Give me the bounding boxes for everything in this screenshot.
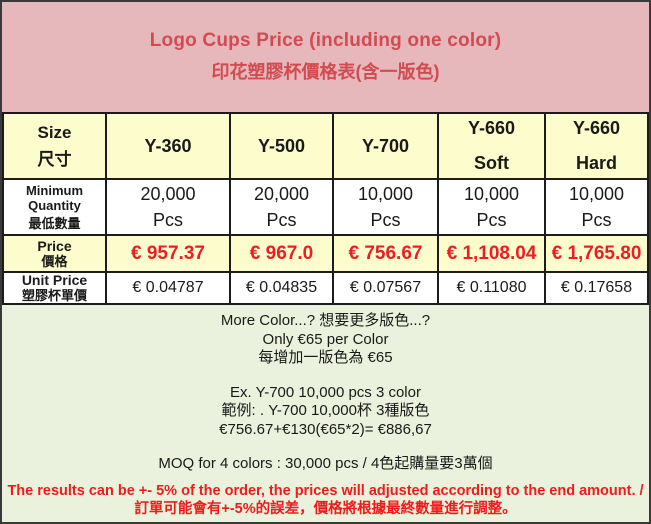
unit-price-y700: € 0.07567 bbox=[332, 271, 439, 305]
column-header-y660-hard: Y-660 Hard bbox=[544, 112, 649, 180]
price-y660-hard: € 1,765.80 bbox=[544, 234, 649, 273]
row-label: Minimum bbox=[25, 183, 84, 198]
size-label-en: Size bbox=[37, 122, 72, 142]
pcs-unit: Pcs bbox=[152, 209, 183, 230]
price-table: Size 尺寸 Y-360 Y-500 Y-700 Y-660 Soft bbox=[2, 112, 649, 305]
color-surcharge-note: Only €65 per Color bbox=[262, 330, 389, 348]
quantity-value: 10,000 bbox=[463, 183, 520, 204]
model-variant: Hard bbox=[575, 153, 617, 173]
unit-price-y660-soft: € 0.11080 bbox=[437, 271, 546, 305]
model-name: Y-660 bbox=[467, 118, 516, 138]
unit-price-row: Unit Price 塑膠杯單價 € 0.04787 € 0.04835 € 0… bbox=[2, 271, 649, 305]
more-color-note: More Color...? 想要更多版色...? bbox=[220, 312, 431, 329]
unit-price-value: € 0.17658 bbox=[560, 279, 633, 296]
row-label: Quantity bbox=[28, 198, 81, 213]
row-label-chinese: 價格 bbox=[41, 253, 68, 269]
row-label: Price bbox=[37, 237, 72, 254]
min-qty-y500: 20,000 Pcs bbox=[229, 178, 334, 236]
tolerance-warning-en: The results can be +- 5% of the order, t… bbox=[7, 482, 644, 499]
model-name: Y-660 bbox=[572, 118, 621, 138]
title-banner: Logo Cups Price (including one color) 印花… bbox=[2, 2, 649, 112]
quantity-value: 20,000 bbox=[140, 183, 196, 204]
row-label: Unit Price bbox=[21, 272, 88, 288]
min-qty-y660-soft: 10,000 Pcs bbox=[437, 178, 546, 236]
min-qty-y660-hard: 10,000 Pcs bbox=[544, 178, 649, 236]
price-y500: € 967.0 bbox=[229, 234, 334, 273]
minimum-quantity-row: Minimum Quantity 最低數量 20,000 Pcs 20,000 Pc… bbox=[2, 178, 649, 236]
spacer bbox=[2, 368, 649, 384]
price-value: € 957.37 bbox=[131, 242, 205, 264]
unit-price-value: € 0.04787 bbox=[132, 279, 204, 296]
model-name: Y-500 bbox=[257, 135, 306, 156]
notes-section: More Color...? 想要更多版色...? Only €65 per C… bbox=[2, 305, 649, 522]
quantity-value: 10,000 bbox=[357, 183, 414, 204]
min-qty-y360: 20,000 Pcs bbox=[105, 178, 231, 236]
min-qty-y700: 10,000 Pcs bbox=[332, 178, 439, 236]
example-line: Ex. Y-700 10,000 pcs 3 color bbox=[230, 383, 421, 401]
minimum-quantity-label-cell: Minimum Quantity 最低數量 bbox=[2, 178, 107, 236]
row-label-chinese: 最低數量 bbox=[28, 216, 81, 231]
price-y360: € 957.37 bbox=[105, 234, 231, 273]
price-value: € 756.67 bbox=[348, 242, 423, 264]
unit-price-label-cell: Unit Price 塑膠杯單價 bbox=[2, 271, 107, 305]
price-y660-soft: € 1,108.04 bbox=[437, 234, 546, 273]
model-name: Y-360 bbox=[144, 135, 192, 156]
column-header-y500: Y-500 bbox=[229, 112, 334, 180]
model-variant: Soft bbox=[474, 153, 509, 173]
page-title: Logo Cups Price (including one color) bbox=[149, 30, 502, 51]
pcs-unit: Pcs bbox=[581, 209, 612, 230]
unit-price-value: € 0.07567 bbox=[349, 279, 422, 296]
tolerance-warning: The results can be +- 5% of the order, t… bbox=[2, 482, 649, 518]
quantity-value: 10,000 bbox=[568, 183, 625, 204]
unit-price-value: € 0.04835 bbox=[245, 279, 318, 296]
column-header-y700: Y-700 bbox=[332, 112, 439, 180]
column-header-y660-soft: Y-660 Soft bbox=[437, 112, 546, 180]
pcs-unit: Pcs bbox=[476, 209, 507, 230]
unit-price-y360: € 0.04787 bbox=[105, 271, 231, 305]
color-surcharge-note-chinese: 每增加一版色為 €65 bbox=[258, 349, 393, 366]
table-header-row: Size 尺寸 Y-360 Y-500 Y-700 Y-660 Soft bbox=[2, 112, 649, 180]
row-label-chinese: 塑膠杯單價 bbox=[21, 288, 87, 303]
price-value: € 967.0 bbox=[249, 242, 314, 264]
page-title-chinese: 印花塑膠杯價格表(含一版色) bbox=[211, 62, 440, 82]
spacer bbox=[2, 439, 649, 455]
price-label-cell: Price 價格 bbox=[2, 234, 107, 273]
price-value: € 1,108.04 bbox=[446, 242, 537, 264]
unit-price-y500: € 0.04835 bbox=[229, 271, 334, 305]
moq-note: MOQ for 4 colors : 30,000 pcs / 4色起購量要3萬… bbox=[158, 455, 493, 472]
size-header-cell: Size 尺寸 bbox=[2, 112, 107, 180]
price-y700: € 756.67 bbox=[332, 234, 439, 273]
model-name: Y-700 bbox=[361, 135, 410, 156]
tolerance-warning-zh: 訂單可能會有+-5%的誤差，價格將根據最終數量進行調整。 bbox=[134, 500, 517, 517]
pcs-unit: Pcs bbox=[266, 209, 297, 230]
unit-price-y660-hard: € 0.17658 bbox=[544, 271, 649, 305]
column-header-y360: Y-360 bbox=[105, 112, 231, 180]
quantity-value: 20,000 bbox=[253, 183, 310, 204]
price-row: Price 價格 € 957.37 € 967.0 € 756.67 € 1,1… bbox=[2, 234, 649, 273]
pcs-unit: Pcs bbox=[370, 209, 401, 230]
price-value: € 1,765.80 bbox=[551, 242, 642, 264]
unit-price-value: € 0.11080 bbox=[456, 279, 527, 296]
size-label-zh: 尺寸 bbox=[37, 149, 72, 169]
example-calculation: €756.67+€130(€65*2)= €886,67 bbox=[219, 420, 432, 438]
example-line-chinese: 範例: . Y-700 10,000杯 3種版色 bbox=[221, 402, 430, 419]
